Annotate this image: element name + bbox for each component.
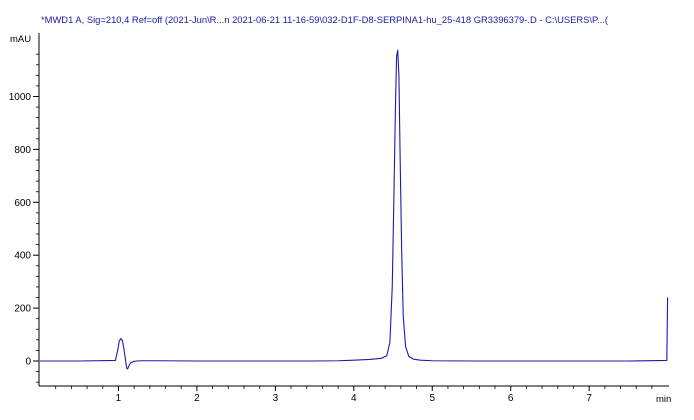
x-tick-label: 1 xyxy=(116,393,122,404)
x-tick-label: 2 xyxy=(194,393,200,404)
chart-title: *MWD1 A, Sig=210,4 Ref=off (2021-Jun\R..… xyxy=(41,14,608,25)
y-ticks: 0 200 400 600 800 1000 xyxy=(9,92,39,368)
x-minor-ticks xyxy=(55,386,653,389)
x-tick-label: 5 xyxy=(429,393,435,404)
x-tick-label: 7 xyxy=(586,393,592,404)
y-tick-label: 1000 xyxy=(9,92,32,103)
y-minor-ticks xyxy=(36,53,39,383)
x-tick-label: 4 xyxy=(351,393,357,404)
y-tick-label: 0 xyxy=(25,357,31,368)
x-ticks: 1 2 3 4 5 6 7 xyxy=(116,386,592,404)
y-axis-label: mAU xyxy=(10,34,31,45)
y-tick-label: 600 xyxy=(14,198,31,209)
x-axis-label: min xyxy=(656,394,671,405)
chromatogram-trace xyxy=(40,49,669,370)
y-tick-label: 400 xyxy=(14,251,31,262)
y-tick-label: 200 xyxy=(14,304,31,315)
y-tick-label: 800 xyxy=(14,145,31,156)
x-tick-label: 6 xyxy=(508,393,514,404)
x-tick-label: 3 xyxy=(273,393,279,404)
